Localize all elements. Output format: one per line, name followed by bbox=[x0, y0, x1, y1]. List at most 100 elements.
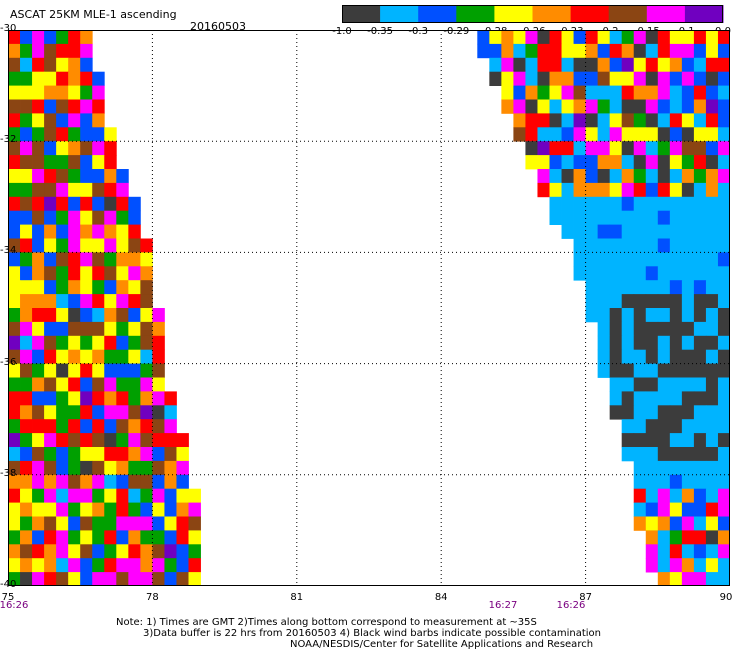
wind-cell-east bbox=[573, 30, 586, 45]
wind-cell-east bbox=[525, 57, 538, 73]
wind-cell-west bbox=[44, 488, 57, 503]
wind-cell-west bbox=[128, 460, 141, 476]
wind-cell-west bbox=[44, 113, 57, 128]
wind-cell-east bbox=[597, 238, 611, 253]
wind-cell-west bbox=[20, 99, 33, 114]
wind-cell-west bbox=[116, 182, 129, 198]
wind-cell-east bbox=[549, 127, 562, 142]
wind-cell-west bbox=[68, 321, 81, 337]
wind-cell-west bbox=[44, 280, 57, 295]
wind-cell-east bbox=[549, 85, 562, 100]
wind-cell-east bbox=[717, 294, 730, 309]
note-line-2: 3)Data buffer is 22 hrs from 20160503 4)… bbox=[143, 628, 601, 639]
wind-cell-west bbox=[44, 405, 57, 420]
wind-cell-east bbox=[633, 308, 647, 323]
wind-cell-west bbox=[44, 57, 57, 73]
wind-cell-west bbox=[68, 182, 81, 198]
wind-cell-east bbox=[585, 141, 599, 156]
wind-cell-east bbox=[645, 30, 659, 45]
wind-cell-east bbox=[717, 30, 730, 45]
wind-cell-west bbox=[44, 558, 57, 573]
wind-cell-west bbox=[104, 321, 117, 337]
wind-cell-east bbox=[633, 43, 647, 59]
wind-cell-east bbox=[693, 349, 707, 364]
wind-cell-west bbox=[8, 141, 21, 156]
wind-cell-west bbox=[44, 460, 57, 476]
wind-cell-east bbox=[573, 71, 586, 86]
wind-cell-east bbox=[537, 113, 550, 128]
wind-cell-east bbox=[633, 210, 647, 225]
wind-cell-west bbox=[80, 558, 93, 573]
wind-cell-east bbox=[693, 43, 707, 59]
wind-cell-east bbox=[657, 405, 671, 420]
wind-cell-west bbox=[8, 238, 21, 253]
wind-cell-west bbox=[68, 169, 81, 184]
wind-cell-west bbox=[152, 502, 165, 517]
wind-cell-west bbox=[140, 419, 153, 434]
wind-cell-west bbox=[152, 516, 165, 531]
wind-cell-east bbox=[609, 155, 623, 170]
wind-cell-east bbox=[657, 71, 671, 86]
wind-cell-east bbox=[705, 113, 719, 128]
wind-cell-west bbox=[140, 433, 153, 448]
wind-cell-west bbox=[56, 252, 69, 267]
wind-cell-east bbox=[513, 113, 526, 128]
wind-cell-west bbox=[116, 196, 129, 212]
wind-cell-west bbox=[128, 572, 141, 586]
wind-cell-east bbox=[669, 308, 683, 323]
wind-cell-west bbox=[8, 30, 21, 45]
wind-cell-west bbox=[92, 433, 105, 448]
wind-cell-east bbox=[693, 488, 707, 503]
wind-cell-west bbox=[80, 349, 93, 364]
wind-cell-west bbox=[92, 169, 105, 184]
wind-cell-east bbox=[609, 57, 623, 73]
wind-cell-east bbox=[585, 210, 599, 225]
wind-cell-east bbox=[645, 474, 659, 490]
wind-cell-west bbox=[128, 294, 141, 309]
wind-cell-east bbox=[657, 377, 671, 392]
wind-cell-east bbox=[681, 127, 695, 142]
wind-cell-west bbox=[80, 572, 93, 586]
wind-cell-east bbox=[645, 43, 659, 59]
wind-cell-west bbox=[56, 113, 69, 128]
wind-cell-west bbox=[32, 85, 45, 100]
wind-cell-east bbox=[693, 30, 707, 45]
wind-cell-east bbox=[609, 294, 623, 309]
wind-cell-west bbox=[68, 377, 81, 392]
wind-cell-east bbox=[645, 544, 659, 559]
wind-cell-west bbox=[32, 447, 45, 462]
wind-cell-west bbox=[8, 99, 21, 114]
wind-cell-west bbox=[44, 294, 57, 309]
wind-cell-east bbox=[549, 113, 562, 128]
wind-cell-west bbox=[116, 460, 129, 476]
wind-cell-west bbox=[80, 30, 93, 45]
wind-cell-west bbox=[176, 433, 189, 448]
wind-cell-west bbox=[68, 363, 81, 378]
wind-cell-east bbox=[693, 182, 707, 198]
wind-cell-west bbox=[128, 335, 141, 351]
wind-cell-east bbox=[645, 447, 659, 462]
wind-cell-east bbox=[609, 113, 623, 128]
wind-cell-west bbox=[92, 502, 105, 517]
wind-cell-west bbox=[176, 447, 189, 462]
wind-cell-west bbox=[92, 335, 105, 351]
wind-cell-east bbox=[585, 280, 599, 295]
wind-cell-east bbox=[525, 85, 538, 100]
wind-cell-west bbox=[56, 474, 69, 490]
wind-cell-west bbox=[68, 335, 81, 351]
wind-cell-west bbox=[68, 99, 81, 114]
wind-cell-west bbox=[188, 544, 201, 559]
wind-cell-east bbox=[705, 266, 719, 281]
wind-cell-east bbox=[669, 460, 683, 476]
wind-cell-west bbox=[32, 433, 45, 448]
colorbar-frame bbox=[342, 5, 723, 23]
wind-cell-east bbox=[669, 447, 683, 462]
wind-cell-west bbox=[152, 530, 165, 545]
wind-cell-east bbox=[705, 99, 719, 114]
wind-cell-west bbox=[44, 99, 57, 114]
wind-cell-east bbox=[669, 252, 683, 267]
wind-cell-west bbox=[32, 502, 45, 517]
wind-cell-west bbox=[80, 419, 93, 434]
wind-cell-east bbox=[597, 196, 611, 212]
wind-cell-east bbox=[597, 224, 611, 239]
